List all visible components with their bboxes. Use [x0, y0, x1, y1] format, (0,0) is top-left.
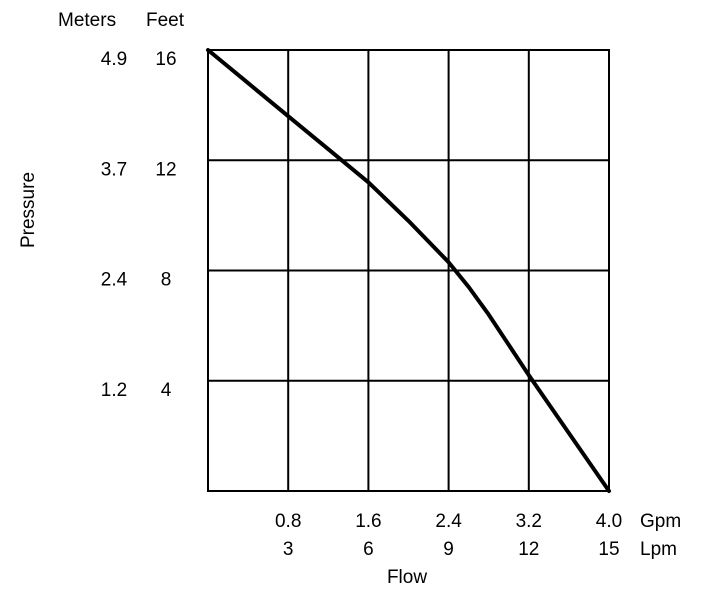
- y-tick-label-meters: 3.7: [101, 159, 127, 180]
- y-tick-labels: 4.9 16 3.7 12 2.4 8 1.2 4: [101, 49, 177, 401]
- y-tick-label-meters: 4.9: [101, 49, 127, 70]
- x-unit-lpm: Lpm: [640, 539, 677, 560]
- y-tick-label-meters: 2.4: [101, 270, 128, 291]
- x-tick-label-gpm: 0.8: [275, 511, 301, 532]
- x-tick-label-lpm: 15: [598, 539, 619, 560]
- y-axis-label: Pressure: [18, 172, 39, 248]
- x-tick-label-lpm: 12: [518, 539, 539, 560]
- y-unit-header-meters: Meters: [58, 10, 116, 31]
- x-tick-label-gpm: 2.4: [435, 511, 462, 532]
- y-tick-label-meters: 1.2: [101, 380, 127, 401]
- x-tick-labels: 0.8 3 1.6 6 2.4 9 3.2 12 4.0 15: [275, 511, 622, 560]
- series-line: [206, 48, 611, 493]
- series-group: [206, 48, 611, 493]
- gridlines: [208, 50, 609, 491]
- x-unit-gpm: Gpm: [640, 511, 681, 532]
- y-tick-label-feet: 12: [155, 159, 176, 180]
- x-tick-label-gpm: 4.0: [596, 511, 622, 532]
- x-tick-label-gpm: 1.6: [355, 511, 381, 532]
- x-tick-label-lpm: 3: [283, 539, 294, 560]
- y-tick-label-feet: 4: [161, 380, 172, 401]
- x-tick-label-lpm: 6: [363, 539, 374, 560]
- y-tick-label-feet: 8: [161, 270, 172, 291]
- x-tick-label-gpm: 3.2: [516, 511, 542, 532]
- y-unit-header-feet: Feet: [146, 10, 185, 31]
- y-tick-label-feet: 16: [155, 49, 176, 70]
- x-axis-label: Flow: [387, 567, 427, 588]
- x-tick-label-lpm: 9: [443, 539, 454, 560]
